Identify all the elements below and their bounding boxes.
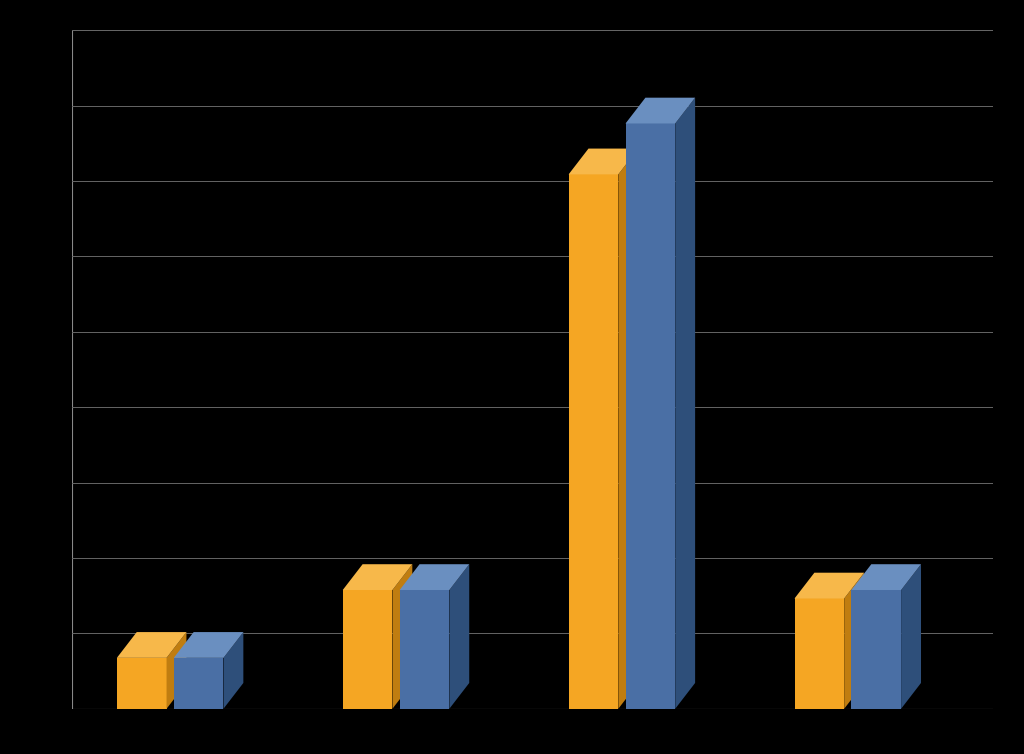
Bar [117, 657, 167, 709]
Polygon shape [568, 149, 638, 174]
Polygon shape [223, 632, 244, 709]
Polygon shape [851, 564, 921, 590]
Polygon shape [399, 564, 469, 590]
Polygon shape [675, 98, 695, 709]
Bar [795, 599, 844, 709]
Polygon shape [795, 573, 864, 599]
Polygon shape [901, 564, 921, 709]
Polygon shape [450, 564, 469, 709]
Bar [626, 124, 675, 709]
Polygon shape [167, 632, 186, 709]
Polygon shape [844, 573, 864, 709]
Bar [174, 657, 223, 709]
Bar [343, 590, 392, 709]
Polygon shape [117, 632, 186, 657]
Bar [568, 174, 618, 709]
Bar [399, 590, 450, 709]
Polygon shape [392, 564, 413, 709]
Polygon shape [174, 632, 244, 657]
Bar [851, 590, 901, 709]
Polygon shape [618, 149, 638, 709]
Polygon shape [626, 98, 695, 124]
Polygon shape [343, 564, 413, 590]
